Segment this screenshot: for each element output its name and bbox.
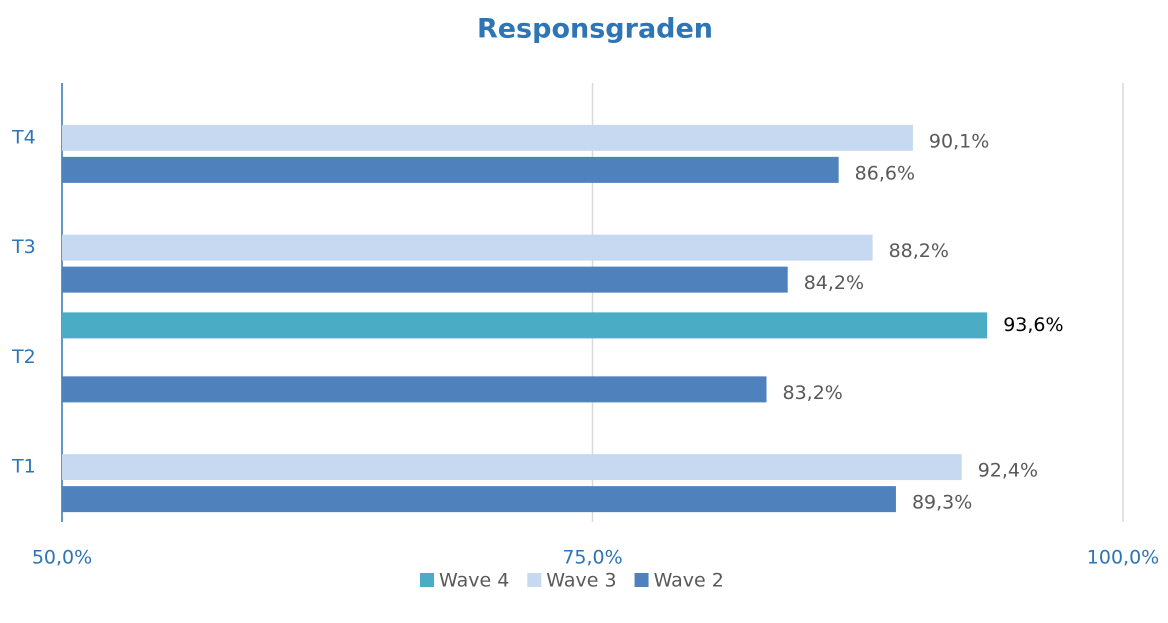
legend-swatch bbox=[420, 573, 434, 587]
x-tick-label: 75,0% bbox=[562, 547, 622, 569]
value-label: 88,2% bbox=[889, 240, 949, 262]
bar bbox=[62, 312, 988, 339]
legend-swatch bbox=[527, 573, 542, 587]
value-label: 84,2% bbox=[804, 272, 864, 294]
y-tick-label: T4 bbox=[11, 126, 36, 148]
bar bbox=[62, 454, 962, 481]
x-tick-label: 100,0% bbox=[1087, 547, 1159, 569]
x-tick-label: 50,0% bbox=[32, 547, 92, 569]
bar bbox=[62, 124, 913, 151]
y-tick-label: T1 bbox=[11, 456, 36, 478]
bar bbox=[62, 266, 788, 293]
bar bbox=[62, 156, 839, 183]
bar bbox=[62, 234, 873, 261]
bar bbox=[62, 486, 896, 513]
value-label: 89,3% bbox=[912, 492, 972, 514]
chart-title: Responsgraden bbox=[477, 14, 713, 45]
y-tick-label: T3 bbox=[11, 236, 36, 258]
value-label: 90,1% bbox=[929, 130, 989, 152]
legend-label: Wave 4 bbox=[439, 570, 509, 592]
y-tick-label: T2 bbox=[11, 346, 36, 368]
legend-label: Wave 3 bbox=[546, 570, 616, 592]
value-label: 93,6% bbox=[1003, 314, 1063, 336]
bar bbox=[62, 376, 767, 403]
legend-swatch bbox=[634, 573, 649, 587]
legend-label: Wave 2 bbox=[654, 570, 724, 592]
value-label: 92,4% bbox=[978, 460, 1038, 482]
value-label: 83,2% bbox=[783, 382, 843, 404]
value-label: 86,6% bbox=[855, 162, 915, 184]
